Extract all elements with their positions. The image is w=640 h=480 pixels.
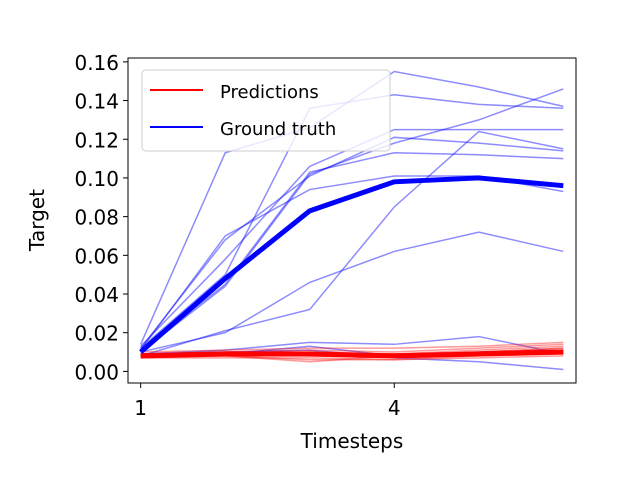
ground-truth-sample-line-5 [140,136,564,349]
x-tick-label: 4 [388,396,401,420]
prediction-mean-line [140,349,564,359]
y-axis-ticks: 0.00 0.02 0.04 0.06 0.08 0.10 0.12 0.14 0.16 [74,51,128,384]
y-tick-label: 0.14 [74,90,119,114]
prediction-sample-line-7 [140,355,564,361]
legend: Predictions Ground truth [141,69,391,152]
legend-label-predictions: Predictions [220,82,319,103]
ground-truth-sample-line-7 [140,88,564,353]
ground-truth-sample-line-10 [140,335,564,355]
legend-box [141,69,391,152]
y-tick-label: 0.02 [74,322,119,346]
y-axis-title: Target [25,189,49,252]
y-tick-label: 0.00 [74,360,119,384]
y-tick-label: 0.08 [74,206,119,230]
legend-label-ground-truth: Ground truth [220,119,336,140]
ground-truth-sample-line-9 [140,130,564,357]
ground-truth-sample-line-8 [140,231,564,353]
y-tick-label: 0.12 [74,128,119,152]
y-tick-label: 0.10 [74,167,119,191]
ground-truth-mean-line [139,175,564,354]
x-tick-label: 1 [134,396,147,420]
x-axis-title: Timesteps [300,429,404,453]
y-tick-label: 0.04 [74,283,119,307]
prediction-sample-line-8 [140,341,564,353]
y-tick-label: 0.06 [74,244,119,268]
mean-layer [139,175,564,359]
ground-truth-sample-line-6 [140,152,564,351]
axes-frame [127,57,577,384]
y-tick-label: 0.16 [74,51,119,75]
